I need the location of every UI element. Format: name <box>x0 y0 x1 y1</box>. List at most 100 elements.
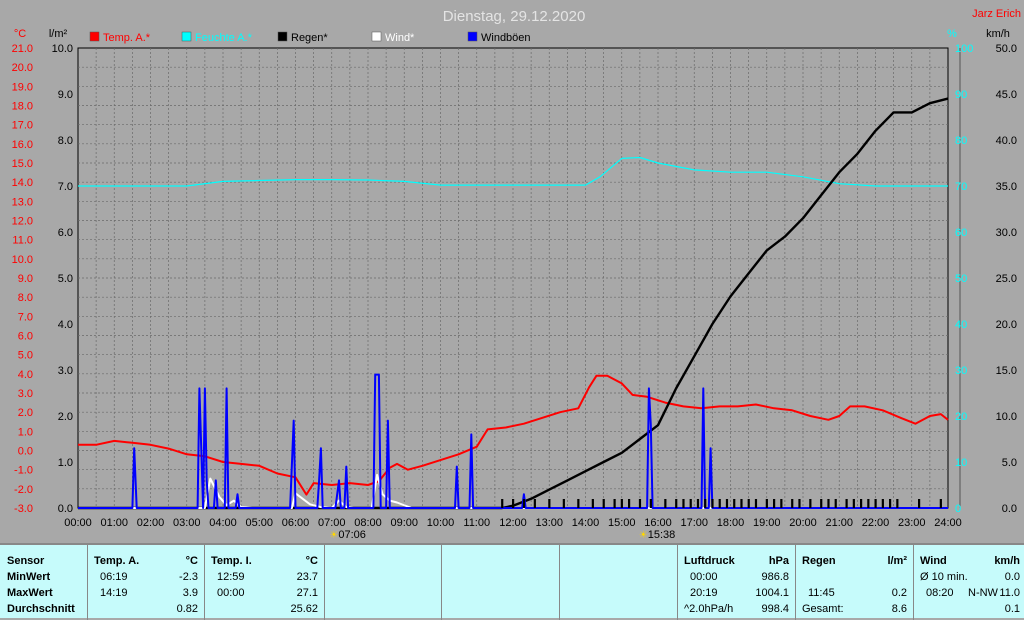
time-tick-label: 14:00 <box>572 517 600 529</box>
rain-event-mark <box>780 499 783 508</box>
wind-max-value: 11.0 <box>999 587 1020 599</box>
wind-tick-label: 20.0 <box>996 319 1017 331</box>
time-tick-label: 20:00 <box>789 517 817 529</box>
temp-tick-label: 0.0 <box>18 446 33 458</box>
row-label-min: MinWert <box>7 571 51 583</box>
rain-header: Regen <box>802 555 836 567</box>
rain-tick-label: 8.0 <box>58 135 73 147</box>
temp-i-max-value: 27.1 <box>296 587 318 599</box>
time-tick-label: 09:00 <box>390 517 418 529</box>
rain-event-mark <box>918 499 921 508</box>
time-tick-label: 08:00 <box>354 517 382 529</box>
rain-event-mark <box>860 499 863 508</box>
temp-i-header: Temp. I. <box>211 555 252 567</box>
statistics-panel: Sensor MinWert MaxWert Durchschnitt Temp… <box>0 543 1024 620</box>
temp-tick-label: -2.0 <box>14 484 33 496</box>
stats-wind: Wind km/h Ø 10 min. 0.0 08:20 N-NW 11.0 … <box>914 545 1024 620</box>
time-tick-label: 04:00 <box>209 517 237 529</box>
temp-tick-label: 3.0 <box>18 388 33 400</box>
temp-a-header: Temp. A. <box>94 555 140 567</box>
time-tick-label: 05:00 <box>245 517 273 529</box>
humidity-tick-label: 20 <box>955 411 967 423</box>
temp-tick-label: 4.0 <box>18 369 33 381</box>
legend-swatch <box>277 31 288 42</box>
rain-tick-label: 7.0 <box>58 181 73 193</box>
temp-i-unit: °C <box>305 555 318 567</box>
rain-tick-label: 6.0 <box>58 227 73 239</box>
wind-unit: km/h <box>994 555 1020 567</box>
temp-tick-label: 12.0 <box>12 216 33 228</box>
rain-event-mark <box>638 499 642 508</box>
time-tick-label: 18:00 <box>717 517 745 529</box>
rain-event-mark <box>889 499 892 508</box>
temp-tick-label: 21.0 <box>12 43 33 55</box>
stats-rain: Regen l/m² 11:45 0.2 Gesamt: 8.6 <box>796 545 914 620</box>
legend-label: Wind* <box>385 32 415 44</box>
wind-max-direction: N-NW <box>968 587 998 599</box>
temp-tick-label: 19.0 <box>12 81 33 93</box>
wind-tick-label: 5.0 <box>1002 457 1017 469</box>
temp-tick-label: 5.0 <box>18 350 33 362</box>
temp-axis-unit: °C <box>14 28 26 40</box>
temp-tick-label: 8.0 <box>18 292 33 304</box>
rain-axis-unit: l/m² <box>49 28 68 40</box>
humidity-tick-label: 10 <box>955 457 967 469</box>
stats-empty-2 <box>442 545 560 620</box>
temp-a-min-time: 06:19 <box>100 571 128 583</box>
wind-tick-label: 35.0 <box>996 181 1017 193</box>
time-tick-label: 12:00 <box>499 517 527 529</box>
stats-temp-inside: Temp. I. °C 12:59 23.7 00:00 27.1 25.62 <box>205 545 325 620</box>
row-label-max: MaxWert <box>7 587 53 599</box>
rain-max-value: 0.2 <box>891 587 907 599</box>
temp-tick-label: 18.0 <box>12 101 33 113</box>
sunrise-time: 07:06 <box>338 529 366 541</box>
rain-total-value: 8.6 <box>891 603 907 615</box>
rain-event-mark <box>711 499 714 508</box>
rain-event-mark <box>664 499 667 508</box>
humidity-tick-label: 40 <box>955 319 967 331</box>
temp-i-min-time: 12:59 <box>217 571 245 583</box>
rain-event-mark <box>765 499 768 508</box>
author-label: Jarz Erich <box>972 8 1021 20</box>
time-tick-label: 03:00 <box>173 517 201 529</box>
rain-event-mark <box>747 499 750 508</box>
temp-tick-label: -3.0 <box>14 503 33 515</box>
humidity-tick-label: 90 <box>955 89 967 101</box>
temp-tick-label: 1.0 <box>18 426 33 438</box>
rain-event-mark <box>874 499 877 508</box>
stats-pressure: Luftdruck hPa 00:00 986.8 20:19 1004.1 ^… <box>678 545 796 620</box>
temp-tick-label: 13.0 <box>12 196 33 208</box>
temp-a-max-time: 14:19 <box>100 587 128 599</box>
wind-tick-label: 15.0 <box>996 365 1017 377</box>
rain-unit: l/m² <box>887 555 907 567</box>
temp-tick-label: 14.0 <box>12 177 33 189</box>
pressure-header: Luftdruck <box>684 555 735 567</box>
rain-event-mark <box>827 499 830 508</box>
wind-last-value: 0.1 <box>1004 603 1020 615</box>
rain-tick-label: 2.0 <box>58 411 73 423</box>
rain-event-mark <box>896 499 899 508</box>
sunset-icon: ☀ <box>639 530 648 541</box>
rain-event-mark <box>791 499 794 508</box>
rain-total-label: Gesamt: <box>802 603 844 615</box>
temp-a-average: 0.82 <box>176 603 198 615</box>
temp-tick-label: 11.0 <box>12 235 33 247</box>
rain-event-mark <box>689 499 692 508</box>
pressure-min-time: 00:00 <box>690 571 718 583</box>
time-tick-label: 23:00 <box>898 517 926 529</box>
sunrise-icon: ☀ <box>329 530 338 541</box>
rain-event-mark <box>733 499 736 508</box>
weather-chart: Dienstag, 29.12.2020 Jarz Erich Temp. A.… <box>11 8 1021 541</box>
temp-a-min-value: -2.3 <box>179 571 198 583</box>
rain-event-mark <box>522 499 526 508</box>
chart-title: Dienstag, 29.12.2020 <box>443 8 586 25</box>
rain-event-mark <box>718 499 721 508</box>
time-tick-label: 16:00 <box>644 517 672 529</box>
temp-i-min-value: 23.7 <box>296 571 318 583</box>
temp-tick-label: 17.0 <box>12 120 33 132</box>
rain-tick-label: 3.0 <box>58 365 73 377</box>
wind-tick-label: 0.0 <box>1002 503 1017 515</box>
time-tick-label: 13:00 <box>535 517 563 529</box>
humidity-tick-label: 80 <box>955 135 967 147</box>
rain-event-mark <box>620 499 623 508</box>
